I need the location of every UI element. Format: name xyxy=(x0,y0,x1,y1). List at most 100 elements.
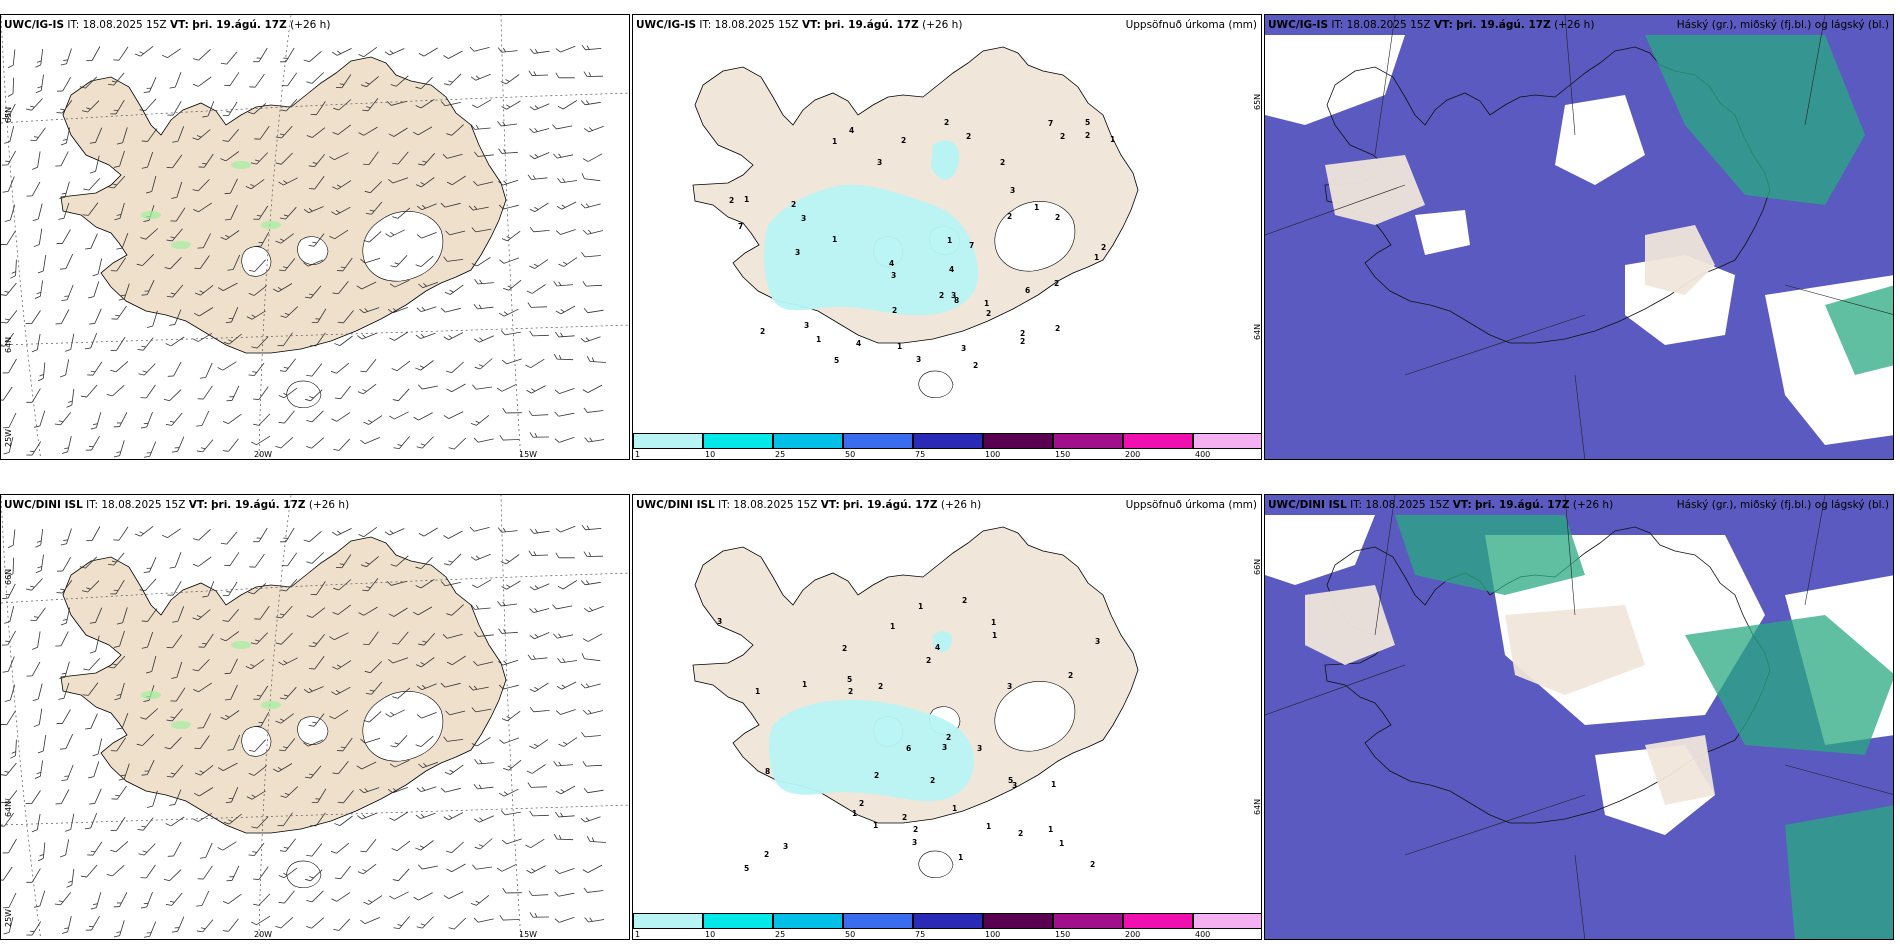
wind-barb xyxy=(443,812,464,821)
wind-barb xyxy=(10,739,17,759)
wind-barb xyxy=(92,258,103,277)
wind-barb xyxy=(358,606,378,616)
graticule-line xyxy=(1784,284,1893,315)
wind-barb xyxy=(254,605,270,620)
wind-barb xyxy=(35,74,44,94)
wind-barb xyxy=(248,285,268,296)
wind-barb xyxy=(250,632,268,645)
wind-barb xyxy=(81,100,100,113)
precip-value: 3 xyxy=(1010,186,1015,195)
precip-value: 5 xyxy=(834,356,839,365)
wind-barb xyxy=(580,203,601,209)
wind-barb xyxy=(529,682,549,693)
wind-barb xyxy=(473,437,494,443)
wind-barb xyxy=(558,737,578,747)
wind-barb xyxy=(194,764,214,776)
precip-value: 3 xyxy=(1095,637,1100,646)
wind-barb xyxy=(503,759,522,771)
wind-barb xyxy=(253,413,271,426)
wind-barb xyxy=(253,386,269,400)
wind-barb xyxy=(363,151,379,166)
wind-barb xyxy=(171,916,185,933)
wind-barb xyxy=(501,580,521,590)
wind-barb xyxy=(416,916,434,929)
wind-barb xyxy=(143,557,157,573)
wind-barb xyxy=(146,790,158,808)
precip-value: 1 xyxy=(816,335,821,344)
wind-barb xyxy=(497,527,518,533)
colorbar-tick-label: 50 xyxy=(845,930,856,939)
wind-barb xyxy=(251,915,271,926)
wind-barb xyxy=(469,46,490,52)
wind-barb xyxy=(357,332,377,340)
wind-barb xyxy=(113,920,125,938)
precip-area xyxy=(931,140,959,180)
wind-barb xyxy=(499,257,520,264)
wind-barb xyxy=(331,412,351,422)
wind-barb xyxy=(113,526,129,541)
wind-barb xyxy=(308,633,326,648)
precip-value: 4 xyxy=(856,339,861,348)
wind-barb xyxy=(581,44,602,51)
wind-barb xyxy=(529,48,550,54)
wind-barb xyxy=(553,761,574,767)
wind-barb xyxy=(333,438,351,451)
wind-barb xyxy=(581,653,601,662)
wind-barb xyxy=(582,229,603,235)
wind-barb xyxy=(33,708,43,728)
precip-value: 3 xyxy=(1007,682,1012,691)
precip-value: 6 xyxy=(906,744,911,753)
colorbar-swatch xyxy=(843,913,913,929)
wind-barb xyxy=(303,50,322,63)
wind-barb xyxy=(446,841,464,854)
wind-barb xyxy=(582,864,603,873)
precip-value: 2 xyxy=(878,682,883,691)
wind-barb xyxy=(474,358,493,370)
wind-barb xyxy=(279,358,296,372)
wind-barb xyxy=(81,580,100,593)
wind-barb xyxy=(163,389,182,402)
wind-barb xyxy=(440,307,461,313)
wind-barb xyxy=(444,764,464,775)
wind-barb xyxy=(3,892,17,909)
wind-barb xyxy=(83,658,101,671)
precip-spot xyxy=(171,241,191,249)
precip-value: 1 xyxy=(1059,839,1064,848)
wind-barb xyxy=(306,843,323,857)
wind-barb xyxy=(110,257,127,272)
wind-barb xyxy=(583,887,604,893)
wind-barb xyxy=(330,842,350,854)
wind-barb xyxy=(386,580,407,586)
wind-barb xyxy=(472,384,492,390)
precip-spot xyxy=(261,221,281,229)
wind-barb xyxy=(336,74,352,89)
wind-barb xyxy=(56,709,71,724)
wind-barb xyxy=(448,437,467,450)
cloud-map xyxy=(1265,15,1893,459)
wind-barb xyxy=(334,815,353,826)
panel-header: UWC/DINI ISL IT: 18.08.2025 15Z VT: þri.… xyxy=(1268,499,1614,511)
precip-value: 8 xyxy=(954,296,959,305)
wind-barb xyxy=(528,890,549,896)
wind-barb xyxy=(25,98,43,111)
wind-barb xyxy=(194,255,210,270)
wind-barb xyxy=(501,358,522,365)
wind-barb xyxy=(226,385,240,402)
wind-barb xyxy=(79,556,98,569)
precip-value: 2 xyxy=(966,132,971,141)
wind-barb xyxy=(583,407,604,413)
wind-barb xyxy=(196,890,210,907)
precip-value: 2 xyxy=(1054,279,1059,288)
wind-barb xyxy=(330,362,350,374)
wind-barb xyxy=(220,531,238,545)
wind-barb xyxy=(332,604,352,615)
wind-barb xyxy=(501,710,521,722)
wind-barb xyxy=(526,284,546,294)
wind-barb xyxy=(280,578,298,592)
wind-barb xyxy=(106,385,125,397)
precip-value: 3 xyxy=(1012,781,1017,790)
colorbar-swatch xyxy=(633,433,703,449)
wind-barb xyxy=(26,661,41,677)
wind-barb xyxy=(474,151,494,157)
precip-value: 1 xyxy=(947,236,952,245)
